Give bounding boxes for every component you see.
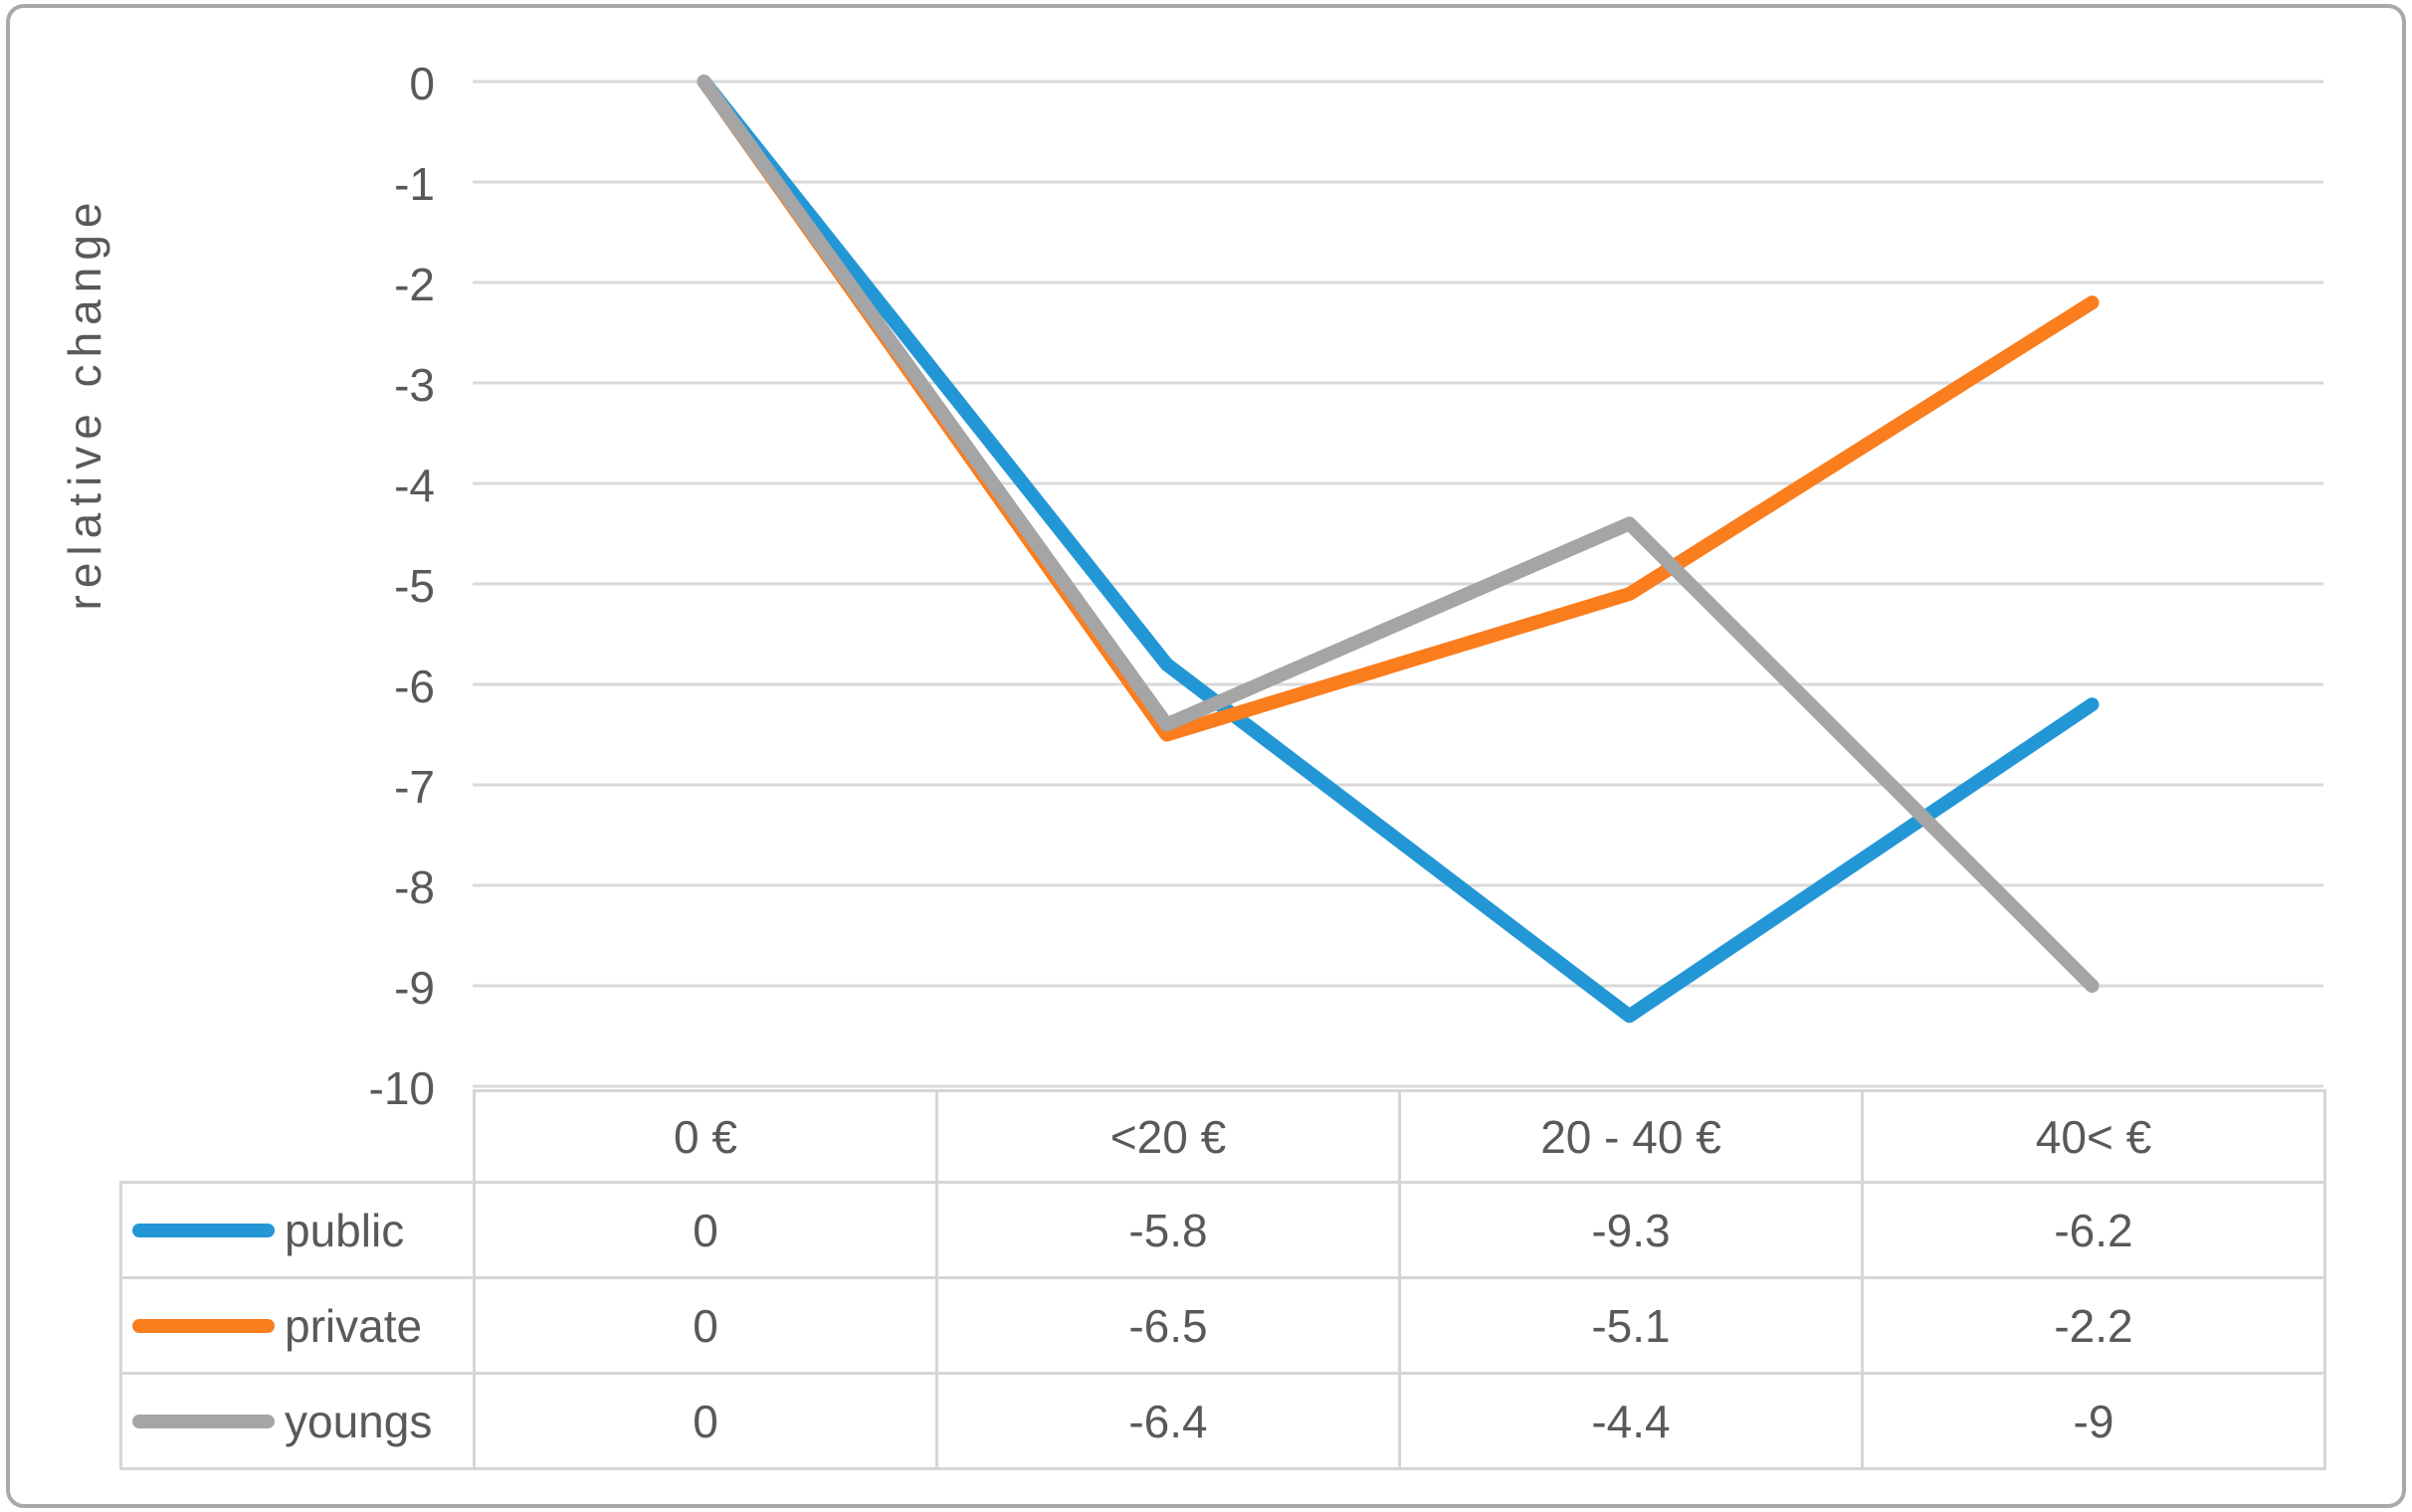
value-cell-private-3: -2.2 — [1861, 1276, 2326, 1375]
y-tick-label--9: -9 — [394, 962, 435, 1014]
y-tick-label--5: -5 — [394, 560, 435, 612]
series-line-private — [697, 75, 2100, 742]
table-header-category-0: 0 € — [473, 1089, 938, 1184]
value-cell-youngs-1: -6.4 — [935, 1372, 1401, 1470]
table-row-private: private 0 -6.5 -5.1 -2.2 — [119, 1276, 2326, 1375]
legend-swatch-public — [132, 1224, 275, 1238]
y-tick-label--10: -10 — [369, 1062, 435, 1114]
y-tick-label--6: -6 — [394, 661, 435, 712]
legend-swatch-private — [132, 1319, 275, 1334]
chart-data-table: 0 € <20 €20 - 40 €40< € public 0 -5.8 -9.3 -6… — [119, 1089, 2326, 1470]
y-tick-label-0: 0 — [409, 58, 435, 109]
table-header-row: 0 € <20 €20 - 40 €40< € — [121, 1089, 2326, 1184]
series-name-label-public: public — [285, 1204, 405, 1256]
legend-swatch-youngs — [132, 1415, 275, 1429]
value-cell-youngs-3: -9 — [1861, 1372, 2326, 1470]
value-cell-youngs-0: 0 — [473, 1372, 938, 1470]
series-line-youngs — [697, 75, 2100, 993]
table-corner-cell — [121, 1091, 475, 1183]
table-header-category-3: 40< € — [1861, 1089, 2326, 1184]
series-line-public — [697, 75, 2100, 1024]
y-tick-label--7: -7 — [394, 761, 435, 813]
y-tick-label--3: -3 — [394, 359, 435, 411]
table-row-public: public 0 -5.8 -9.3 -6.2 — [119, 1181, 2326, 1279]
legend-cell-private: private — [119, 1276, 476, 1375]
value-cell-public-3: -6.2 — [1861, 1181, 2326, 1279]
value-cell-public-1: -5.8 — [935, 1181, 1401, 1279]
series-name-label-private: private — [285, 1299, 423, 1352]
y-tick-label--2: -2 — [394, 259, 435, 310]
legend-cell-public: public — [119, 1181, 476, 1279]
data-table-header: 0 € <20 €20 - 40 €40< € — [121, 1089, 2326, 1184]
value-cell-public-2: -9.3 — [1398, 1181, 1864, 1279]
value-cell-youngs-2: -4.4 — [1398, 1372, 1864, 1470]
value-cell-private-1: -6.5 — [935, 1276, 1401, 1375]
value-cell-private-2: -5.1 — [1398, 1276, 1864, 1375]
y-tick-label--8: -8 — [394, 861, 435, 913]
series-name-label-youngs: youngs — [285, 1395, 433, 1447]
y-tick-label--4: -4 — [394, 460, 435, 511]
data-table-body: public 0 -5.8 -9.3 -6.2 private 0 -6.5 -5.1 -2.2 y… — [119, 1181, 2326, 1470]
y-tick-label--1: -1 — [394, 158, 435, 210]
table-header-category-1: <20 € — [935, 1089, 1401, 1184]
value-cell-private-0: 0 — [473, 1276, 938, 1375]
table-header-category-2: 20 - 40 € — [1398, 1089, 1864, 1184]
value-cell-public-0: 0 — [473, 1181, 938, 1279]
table-row-youngs: youngs 0 -6.4 -4.4 -9 — [119, 1372, 2326, 1470]
legend-cell-youngs: youngs — [119, 1372, 476, 1470]
